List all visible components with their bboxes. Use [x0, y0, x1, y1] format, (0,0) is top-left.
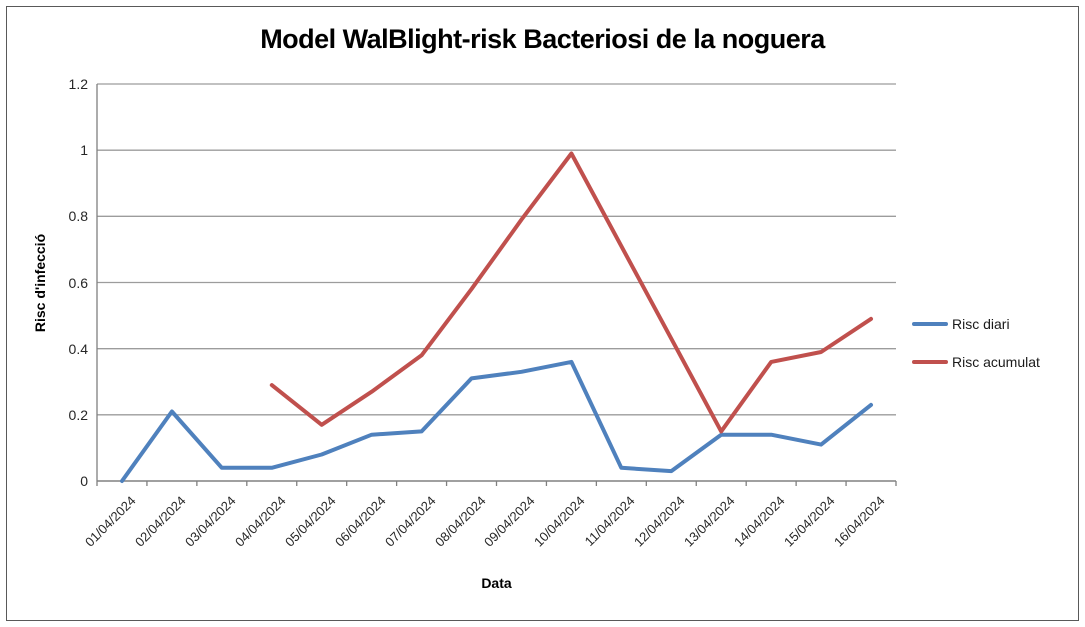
y-axis-title: Risc d'infecció: [32, 233, 48, 333]
y-tick-label: 0.4: [68, 340, 88, 357]
y-tick-label: 1: [80, 142, 88, 159]
x-axis-title: Data: [481, 575, 512, 591]
legend-label: Risc acumulat: [952, 354, 1040, 370]
legend-label: Risc diari: [952, 316, 1010, 332]
y-tick-label: 0.6: [68, 274, 88, 291]
legend-entry: Risc acumulat: [912, 352, 1040, 372]
legend-line-swatch: [912, 322, 948, 326]
legend: Risc diari Risc acumulat: [912, 314, 1040, 390]
y-tick-label: 0: [80, 473, 88, 489]
series-line-risc-acumulat: [269, 151, 873, 434]
legend-entry: Risc diari: [912, 314, 1040, 334]
series-line-risc-diari: [120, 359, 873, 483]
y-tick-label: 1.2: [68, 76, 88, 92]
chart-title: Model WalBlight-risk Bacteriosi de la no…: [260, 24, 825, 54]
legend-line-swatch: [912, 360, 948, 364]
y-tick-label: 0.2: [68, 406, 88, 423]
chart-frame-border: [6, 6, 1079, 621]
y-tick-label: 0.8: [68, 208, 88, 225]
